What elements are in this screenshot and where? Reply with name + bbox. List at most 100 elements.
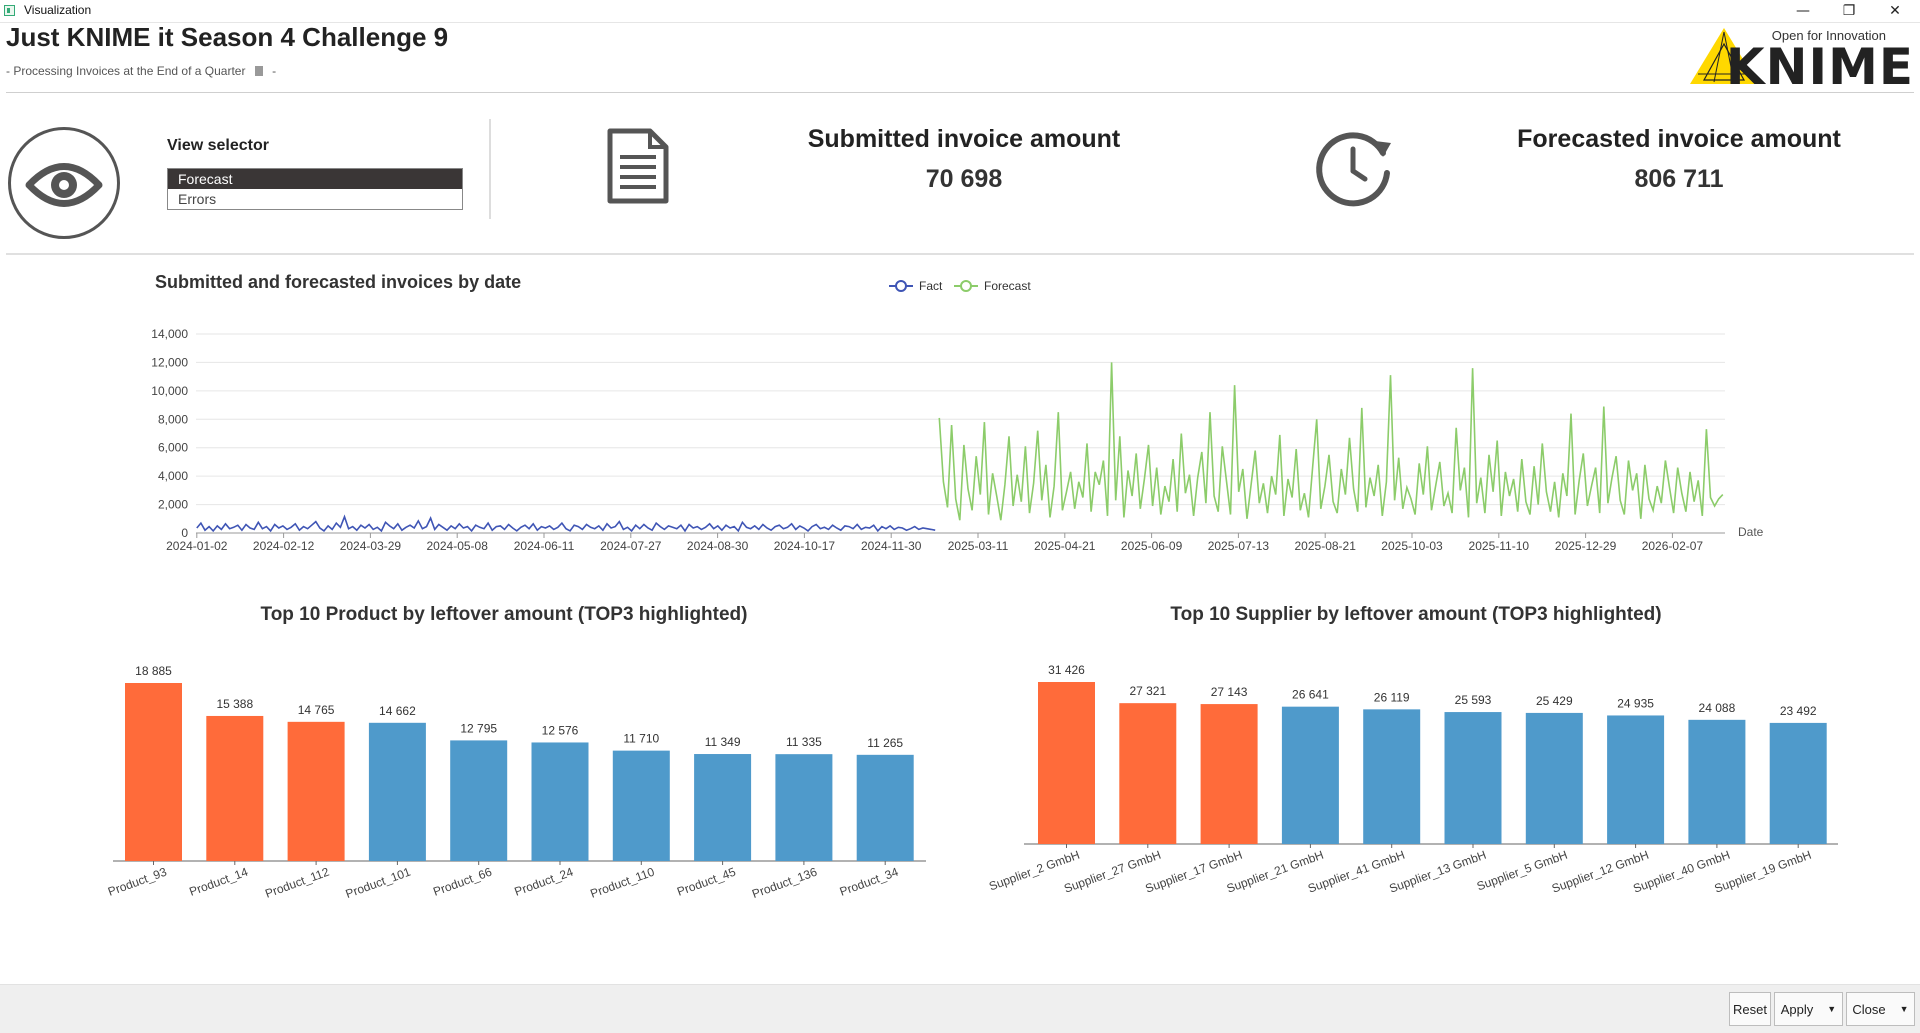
x-tick-label: 2024-03-29 (340, 539, 402, 553)
y-tick-label: 0 (181, 526, 188, 540)
logo-wordmark: KNIME (1725, 38, 1914, 96)
bar[interactable] (450, 740, 508, 861)
x-tick-label: 2024-01-02 (166, 539, 228, 553)
bar[interactable] (1688, 719, 1746, 844)
view-option-errors[interactable]: Errors (178, 191, 217, 207)
close-window-button[interactable]: ✕ (1889, 3, 1901, 19)
bar-category-label: Product_34 (838, 865, 901, 899)
bar[interactable] (612, 750, 670, 861)
subtitle-text: - Processing Invoices at the End of a Qu… (6, 64, 246, 78)
bar-category-label: Product_45 (675, 865, 738, 899)
bar[interactable] (1119, 703, 1177, 844)
y-tick-label: 14,000 (151, 327, 188, 341)
fact-series-line[interactable] (196, 514, 936, 533)
bar-value-label: 27 321 (1129, 684, 1166, 698)
page-title: Just KNIME it Season 4 Challenge 9 (6, 22, 449, 52)
bar[interactable] (206, 715, 264, 861)
page-subtitle: - Processing Invoices at the End of a Qu… (6, 64, 276, 78)
bar-value-label: 24 088 (1699, 701, 1736, 715)
forecasted-kpi-value: 806 711 (1634, 165, 1724, 193)
x-tick-label: 2025-11-10 (1469, 539, 1530, 553)
view-selector-list[interactable]: Forecast Errors (167, 168, 463, 210)
y-tick-label: 4,000 (158, 469, 188, 483)
bar[interactable] (125, 683, 182, 861)
bar[interactable] (1444, 712, 1502, 844)
bar-value-label: 31 426 (1048, 663, 1085, 677)
view-selector-label: View selector (167, 137, 269, 154)
subtitle-end: - (272, 64, 277, 78)
eye-icon (8, 127, 120, 239)
supplier-bar-chart: Top 10 Supplier by leftover amount (TOP3… (987, 604, 1838, 896)
bar-value-label: 14 662 (379, 704, 416, 718)
clock-icon (1316, 132, 1391, 207)
x-tick-label: 2024-02-12 (253, 539, 315, 553)
x-tick-label: 2024-06-11 (514, 539, 575, 553)
x-tick-label: 2024-08-30 (687, 539, 749, 553)
bar[interactable] (531, 742, 589, 861)
apply-dropdown-icon[interactable]: ▼ (1827, 1004, 1837, 1014)
window-titlebar: Visualization — ❐ ✕ (0, 0, 1920, 23)
view-option-forecast[interactable]: Forecast (168, 169, 462, 189)
line-chart-title: Submitted and forecasted invoices by dat… (155, 272, 521, 292)
bar[interactable] (1363, 709, 1421, 844)
bar-value-label: 15 388 (216, 697, 253, 711)
bar-category-label: Product_66 (431, 865, 494, 899)
x-tick-label: 2025-06-09 (1121, 539, 1183, 553)
x-tick-label: 2024-10-17 (774, 539, 836, 553)
bar[interactable] (1607, 715, 1665, 844)
supplier-chart-title: Top 10 Supplier by leftover amount (TOP3… (1170, 604, 1661, 625)
y-tick-label: 10,000 (151, 384, 188, 398)
bar-value-label: 25 593 (1455, 693, 1492, 707)
bar[interactable] (1038, 682, 1095, 844)
window-title: Visualization (24, 3, 92, 17)
close-dropdown-icon[interactable]: ▼ (1899, 1004, 1909, 1014)
bar[interactable] (1525, 712, 1583, 844)
kpi-row: View selector Forecast Errors Submitted … (0, 95, 1920, 253)
y-tick-label: 8,000 (158, 412, 188, 426)
minimize-button[interactable]: — (1796, 3, 1810, 19)
footer-bar: Reset Apply ▼ Close ▼ (0, 984, 1920, 1033)
legend-fact-label: Fact (919, 279, 943, 293)
bar-value-label: 18 885 (135, 664, 172, 678)
bar-value-label: 14 765 (298, 703, 335, 717)
section-divider (6, 253, 1914, 255)
bar[interactable] (1769, 722, 1827, 844)
close-button[interactable]: Close ▼ (1846, 992, 1915, 1026)
apply-button[interactable]: Apply ▼ (1774, 992, 1843, 1026)
bar-value-label: 12 795 (460, 721, 497, 735)
legend-forecast-label: Forecast (984, 279, 1031, 293)
bar-category-label: Product_101 (344, 865, 413, 902)
bar[interactable] (775, 754, 833, 861)
bar-value-label: 27 143 (1211, 685, 1248, 699)
x-tick-label: 2025-07-13 (1208, 539, 1270, 553)
forecast-series-line[interactable] (938, 362, 1724, 521)
bar[interactable] (368, 722, 426, 861)
x-tick-label: 2025-08-21 (1295, 539, 1357, 553)
logo-tagline: Open for Innovation (1771, 28, 1886, 43)
bar-value-label: 11 349 (705, 735, 741, 749)
bar-value-label: 26 641 (1292, 688, 1329, 702)
legend-forecast[interactable]: Forecast (954, 279, 1031, 293)
bar[interactable] (287, 721, 345, 861)
bar-value-label: 25 429 (1536, 694, 1573, 708)
bar[interactable] (1281, 706, 1339, 844)
bar-value-label: 24 935 (1617, 696, 1654, 710)
x-tick-label: 2025-04-21 (1034, 539, 1096, 553)
x-tick-label: 2024-05-08 (427, 539, 489, 553)
submitted-kpi-value: 70 698 (925, 165, 1003, 193)
bar-category-label: Product_14 (187, 865, 250, 899)
x-tick-label: 2025-12-29 (1555, 539, 1617, 553)
bar[interactable] (1200, 704, 1258, 844)
restore-button[interactable]: ❐ (1842, 3, 1856, 19)
close-button-label: Close (1852, 1001, 1886, 1017)
dashboard-header: Just KNIME it Season 4 Challenge 9 - Pro… (0, 22, 1920, 96)
product-bar-chart: Top 10 Product by leftover amount (TOP3 … (106, 604, 926, 902)
y-tick-label: 6,000 (158, 441, 188, 455)
reset-button-label: Reset (1733, 1001, 1767, 1017)
legend-fact[interactable]: Fact (889, 279, 943, 293)
bar[interactable] (694, 754, 752, 861)
x-tick-label: 2024-11-30 (861, 539, 922, 553)
reset-button[interactable]: Reset (1729, 992, 1771, 1026)
bar[interactable] (856, 754, 914, 861)
bar-category-label: Product_24 (513, 865, 576, 899)
